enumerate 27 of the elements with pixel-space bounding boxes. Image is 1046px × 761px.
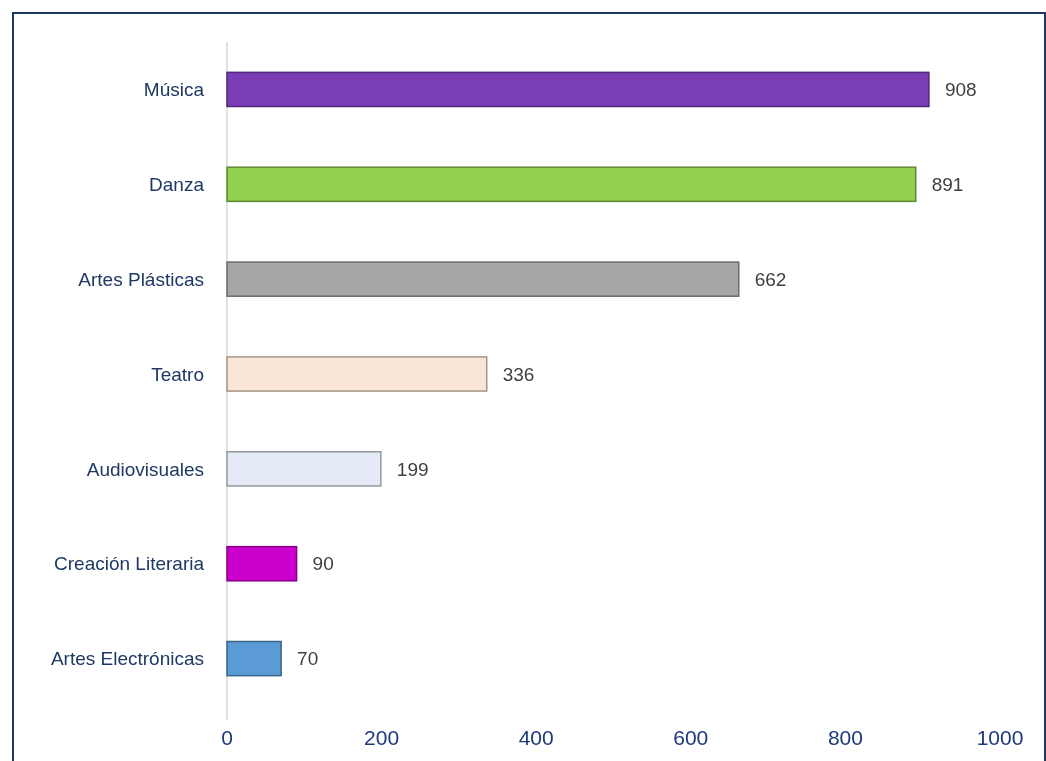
x-tick-label: 800 [827,726,863,750]
y-tick-label: Artes Plásticas [78,268,204,290]
x-tick-label: 1000 [976,726,1024,750]
y-tick-label: Creación Literaria [54,553,205,575]
data-label: 891 [931,173,964,195]
y-tick-label: Teatro [151,363,204,385]
data-label: 908 [944,79,977,101]
bar [226,166,917,203]
data-label: 662 [754,268,787,290]
x-tick-label: 200 [364,726,400,750]
bar [226,356,488,392]
bar [226,640,282,677]
data-label: 199 [396,458,429,480]
data-label: 336 [502,363,535,385]
y-tick-label: Audiovisuales [86,458,204,480]
y-tick-label: Danza [149,173,205,195]
x-tick-label: 0 [221,726,233,750]
bar [226,71,930,108]
bar [226,545,298,582]
y-tick-label: Artes Electrónicas [50,648,204,670]
x-tick-label: 600 [673,726,709,750]
x-tick-label: 400 [518,726,554,750]
data-label: 90 [312,553,334,575]
data-label: 70 [297,648,319,670]
y-tick-label: Música [143,79,205,101]
bar [226,451,382,487]
bar [226,261,740,297]
